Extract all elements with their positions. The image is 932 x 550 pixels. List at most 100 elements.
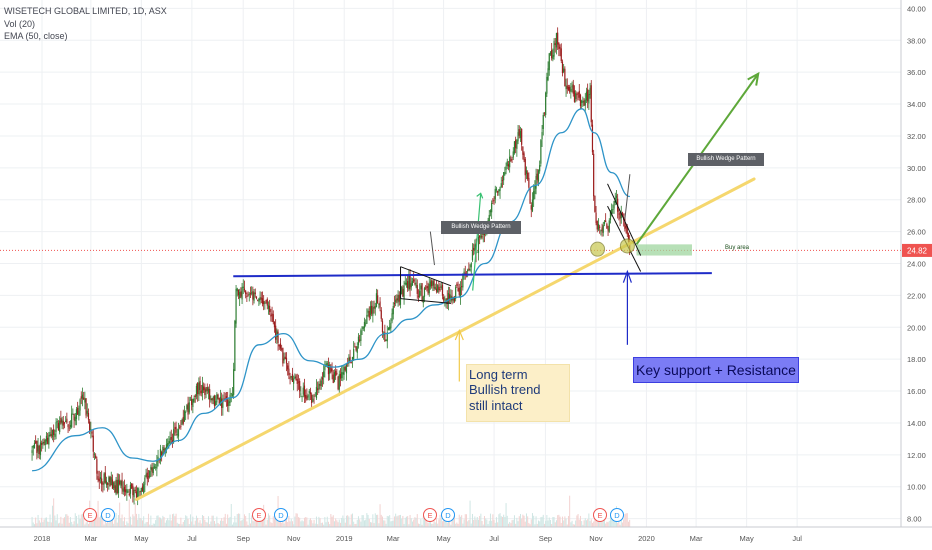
buy-area-label[interactable]: Buy area bbox=[725, 245, 750, 251]
wedge-pattern-label-2[interactable]: Bullish Wedge Pattern bbox=[688, 153, 764, 166]
candle bbox=[270, 308, 272, 322]
volume-bar bbox=[467, 521, 469, 527]
candle bbox=[170, 429, 172, 444]
candle bbox=[510, 155, 512, 162]
volume-bar bbox=[539, 521, 541, 527]
candle bbox=[397, 290, 399, 307]
volume-bar bbox=[338, 519, 340, 527]
candle bbox=[74, 413, 76, 426]
candle bbox=[425, 285, 427, 290]
volume-bar bbox=[489, 513, 491, 527]
volume-bar bbox=[223, 517, 225, 527]
candle bbox=[387, 326, 390, 331]
volume-bar bbox=[613, 520, 615, 527]
candle bbox=[455, 284, 457, 302]
volume-bar bbox=[314, 523, 316, 527]
volume-bar bbox=[266, 519, 268, 527]
support-resistance-line[interactable] bbox=[233, 272, 712, 278]
dividend-marker[interactable]: D bbox=[274, 508, 288, 522]
volume-bar bbox=[393, 516, 395, 527]
volume-bar bbox=[577, 513, 579, 527]
y-tick-label: 30.00 bbox=[907, 164, 926, 173]
volume-bar bbox=[336, 520, 338, 527]
candle bbox=[252, 286, 254, 306]
candle bbox=[374, 302, 376, 316]
volume-bar bbox=[135, 513, 137, 527]
volume-bar bbox=[349, 524, 351, 527]
volume-bar bbox=[578, 519, 580, 527]
trendline-yellow[interactable] bbox=[134, 177, 756, 501]
volume-bar bbox=[363, 520, 365, 527]
volume-bar bbox=[311, 520, 313, 527]
candle bbox=[500, 176, 502, 189]
volume-bar bbox=[566, 524, 568, 527]
volume-bar bbox=[245, 515, 247, 527]
candle bbox=[75, 406, 78, 426]
dividend-marker[interactable]: D bbox=[101, 508, 115, 522]
candle bbox=[31, 445, 33, 461]
candle bbox=[144, 475, 146, 493]
candle bbox=[411, 277, 414, 286]
candle bbox=[117, 473, 120, 498]
candle bbox=[251, 286, 253, 296]
candle bbox=[489, 209, 492, 217]
candle bbox=[71, 405, 73, 429]
volume-bar bbox=[143, 516, 145, 527]
long-term-bullish-callout[interactable]: Long term Bullish trend still intact bbox=[466, 364, 570, 422]
volume-bar bbox=[420, 518, 422, 527]
wedge-pattern-label-1[interactable]: Bullish Wedge Pattern bbox=[441, 221, 521, 234]
volume-bar bbox=[565, 518, 567, 527]
candle bbox=[56, 418, 58, 429]
volume-bar bbox=[296, 513, 298, 527]
candle bbox=[149, 470, 151, 479]
candle bbox=[491, 200, 493, 219]
volume-bar bbox=[486, 519, 488, 527]
candle bbox=[587, 83, 589, 109]
volume-bar bbox=[505, 503, 507, 527]
volume-bar bbox=[596, 517, 598, 527]
volume-bar bbox=[468, 520, 470, 527]
volume-bar bbox=[516, 517, 518, 527]
long-term-arrowhead bbox=[454, 328, 464, 341]
dividend-marker[interactable]: D bbox=[610, 508, 624, 522]
ema-indicator-label[interactable]: EMA (50, close) bbox=[4, 31, 68, 41]
volume-bar bbox=[559, 516, 561, 527]
candle bbox=[579, 93, 582, 109]
volume-bar bbox=[224, 513, 226, 527]
volume-bar bbox=[469, 500, 471, 527]
volume-bar bbox=[80, 514, 82, 527]
candle bbox=[600, 229, 602, 236]
volume-bar bbox=[152, 523, 154, 527]
volume-bar bbox=[360, 521, 362, 527]
volume-bar bbox=[399, 514, 401, 527]
volume-bar bbox=[138, 513, 140, 527]
candle bbox=[571, 81, 573, 93]
y-tick-label: 26.00 bbox=[907, 228, 926, 237]
volume-bar bbox=[191, 521, 193, 527]
volume-bar bbox=[234, 516, 236, 527]
volume-bar bbox=[621, 522, 623, 527]
dividend-marker[interactable]: D bbox=[441, 508, 455, 522]
volume-bar bbox=[81, 513, 83, 527]
candle bbox=[307, 393, 309, 401]
volume-bar bbox=[443, 515, 445, 527]
candle bbox=[419, 283, 421, 299]
key-support-arrowhead bbox=[622, 269, 632, 283]
candle bbox=[120, 479, 122, 489]
candle bbox=[359, 334, 361, 343]
candle bbox=[385, 339, 387, 342]
earnings-marker[interactable]: E bbox=[593, 508, 607, 522]
candle bbox=[107, 482, 109, 492]
key-support-callout[interactable]: Key support + Resistance bbox=[633, 357, 799, 383]
candle bbox=[200, 384, 202, 397]
earnings-marker[interactable]: E bbox=[423, 508, 437, 522]
volume-indicator-label[interactable]: Vol (20) bbox=[4, 19, 36, 29]
candle bbox=[391, 308, 393, 324]
candle bbox=[137, 487, 139, 506]
earnings-marker[interactable]: E bbox=[252, 508, 266, 522]
candle bbox=[169, 431, 171, 444]
volume-bar bbox=[535, 516, 537, 527]
volume-bar bbox=[271, 523, 273, 527]
earnings-marker[interactable]: E bbox=[83, 508, 97, 522]
